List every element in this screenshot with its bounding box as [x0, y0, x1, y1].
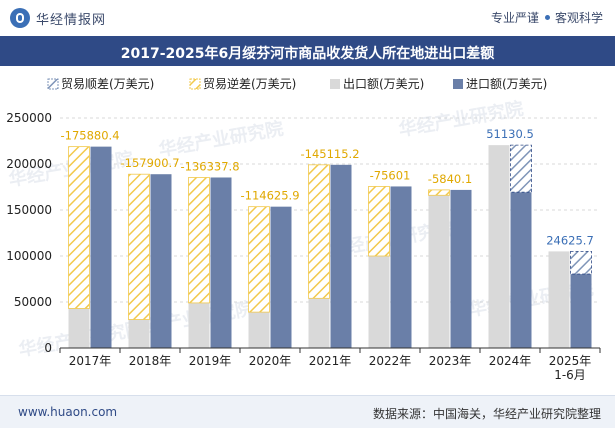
- x-tick-label: 2022年: [369, 354, 412, 368]
- import-bar: [390, 186, 412, 348]
- data-label: 51130.5: [486, 127, 534, 141]
- x-tick-label: 2025年: [549, 354, 592, 368]
- title-bar: 2017-2025年6月绥芬河市商品收发货人所在地进出口差额: [0, 36, 615, 66]
- tagline: 专业严谨 客观科学: [491, 9, 603, 26]
- import-bar: [90, 146, 112, 348]
- x-tick-label: 2019年: [189, 354, 232, 368]
- y-tick-label: 150000: [6, 203, 52, 217]
- import-bar: [270, 206, 292, 348]
- deficit-bar: [248, 206, 270, 313]
- y-tick-label: 0: [44, 341, 52, 355]
- legend: 贸易顺差(万美元) 贸易逆差(万美元) 出口额(万美元) 进口额(万美元): [47, 76, 547, 91]
- deficit-bar: [308, 164, 330, 299]
- y-tick-label: 250000: [6, 111, 52, 125]
- bars: [68, 144, 592, 348]
- export-bar: [128, 319, 150, 348]
- legend-label-3: 进口额(万美元): [466, 77, 547, 91]
- tagline-left: 专业严谨: [490, 11, 539, 25]
- data-source: 数据来源：中国海关，华经产业研究院整理: [372, 407, 601, 421]
- y-tick-label: 100000: [6, 249, 52, 263]
- y-tick-label: 50000: [14, 295, 52, 309]
- tagline-right: 客观科学: [554, 11, 603, 25]
- chart-title: 2017-2025年6月绥芬河市商品收发货人所在地进出口差额: [120, 46, 495, 62]
- x-tick-label: 2023年: [429, 354, 472, 368]
- data-label: -136337.8: [180, 159, 239, 173]
- legend-label-2: 出口额(万美元): [343, 77, 424, 91]
- data-label: 24625.7: [546, 233, 594, 247]
- legend-label-1: 贸易逆差(万美元): [203, 76, 296, 91]
- import-bar: [570, 274, 592, 348]
- export-bar: [368, 256, 390, 348]
- surplus-bar: [570, 250, 592, 275]
- export-bar: [548, 251, 570, 348]
- x-tick-label: 2021年: [309, 354, 352, 368]
- trade-balance-chart: 贸易顺差(万美元) 贸易逆差(万美元) 出口额(万美元) 进口额(万美元) 华经产业研…: [6, 76, 601, 382]
- x-tick-label: 2020年: [249, 354, 292, 368]
- data-labels: -175880.4-157900.7 -136337.8 -114625.9 -145…: [60, 127, 593, 247]
- legend-swatch-2: [330, 79, 340, 89]
- footer: www.huaon.com 数据来源：中国海关，华经产业研究院整理: [0, 395, 615, 428]
- grid-lines: [60, 117, 600, 303]
- legend-swatch-1: [189, 78, 201, 90]
- import-bar: [450, 189, 472, 348]
- website-link[interactable]: www.huaon.com: [18, 405, 118, 419]
- x-tick-label: 2017年: [69, 354, 112, 368]
- export-bar: [68, 308, 90, 348]
- data-label: -145115.2: [300, 147, 359, 161]
- deficit-bar: [428, 189, 450, 196]
- x-tick-label: 1-6月: [554, 368, 586, 382]
- export-bar: [308, 298, 330, 348]
- top-bar: 华经情报网 专业严谨 客观科学: [0, 0, 615, 37]
- axes: 0 50000 100000 150000 200000 250000 2017年 2018年…: [6, 111, 601, 382]
- data-label: -114625.9: [240, 189, 299, 203]
- import-bar: [330, 164, 352, 348]
- deficit-bar: [368, 186, 390, 257]
- import-bar: [510, 192, 532, 348]
- y-tick-label: 200000: [6, 157, 52, 171]
- x-tick-label: 2018年: [129, 354, 172, 368]
- deficit-bar: [188, 177, 210, 304]
- export-bar: [188, 302, 210, 348]
- deficit-bar: [128, 173, 150, 320]
- export-bar: [488, 145, 510, 348]
- data-label: -157900.7: [120, 156, 179, 170]
- separator-dot-icon: [544, 15, 550, 20]
- export-bar: [248, 312, 270, 348]
- export-bar: [428, 195, 450, 348]
- brand-logo-icon: [10, 8, 30, 28]
- x-tick-label: 2024年: [489, 354, 532, 368]
- legend-swatch-0: [47, 78, 59, 90]
- legend-label-0: 贸易顺差(万美元): [61, 77, 154, 91]
- watermark-text: 华经产业研究院: [157, 117, 285, 161]
- data-label: -5840.1: [428, 172, 472, 186]
- brand-name: 华经情报网: [36, 13, 107, 28]
- data-label: -175880.4: [60, 129, 119, 143]
- import-bar: [210, 177, 232, 348]
- deficit-bar: [68, 146, 90, 309]
- surplus-bar: [510, 144, 532, 193]
- data-label: -75601: [370, 168, 411, 182]
- import-bar: [150, 174, 172, 348]
- legend-swatch-3: [453, 79, 463, 89]
